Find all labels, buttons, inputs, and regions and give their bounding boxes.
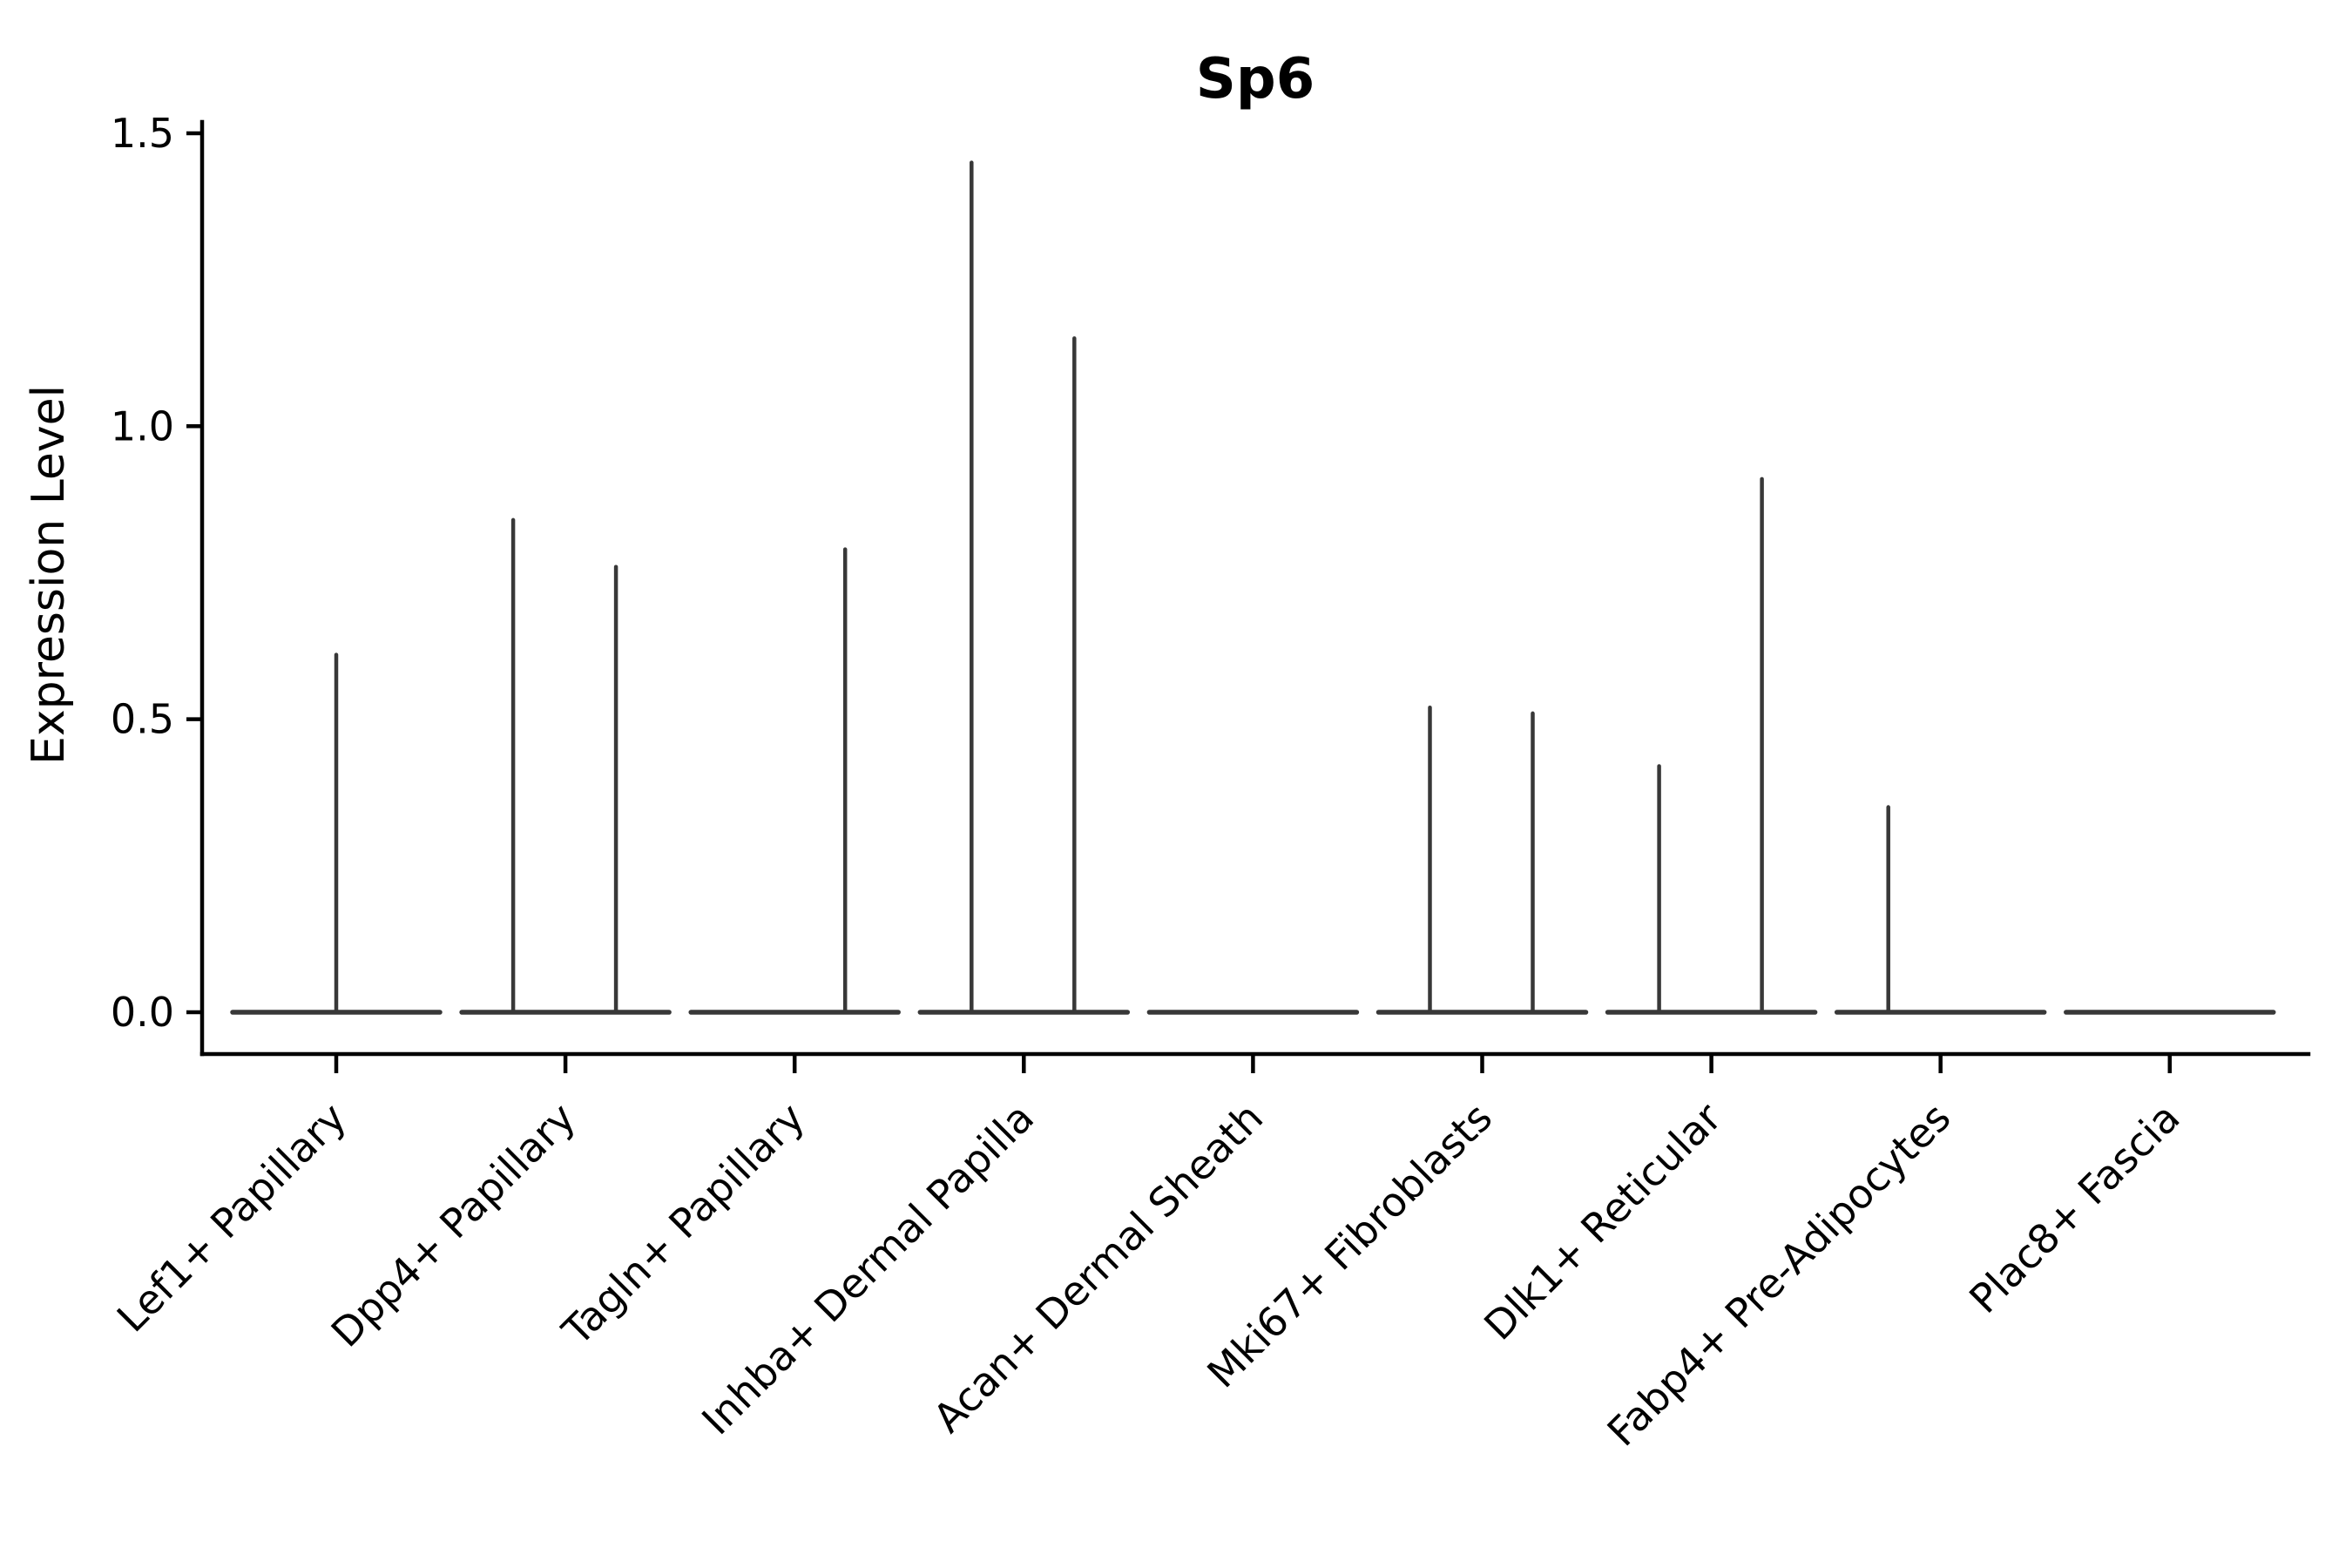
chart-title: Sp6	[1196, 47, 1315, 112]
y-ticks-group: 0.0 0.5 1.0 1.5	[111, 110, 202, 1036]
x-tick-label: Lef1+ Papillary	[108, 1094, 355, 1342]
y-tick-label: 0.0	[111, 989, 174, 1036]
x-tick-label: Dpp4+ Papillary	[322, 1094, 585, 1356]
x-tick-label: Dlk1+ Reticular	[1475, 1094, 1730, 1349]
y-axis-title: Expression Level	[23, 385, 75, 765]
violins-group	[230, 160, 2276, 1015]
y-axis: 0.0 0.5 1.0 1.5	[111, 110, 205, 1057]
y-tick-label: 0.5	[111, 696, 174, 743]
y-tick-label: 1.5	[111, 110, 174, 157]
x-tick-label: Tagln+ Papillary	[552, 1094, 814, 1355]
y-tick-label: 1.0	[111, 402, 174, 449]
x-tick-label: Plac8+ Fascia	[1960, 1094, 2188, 1322]
